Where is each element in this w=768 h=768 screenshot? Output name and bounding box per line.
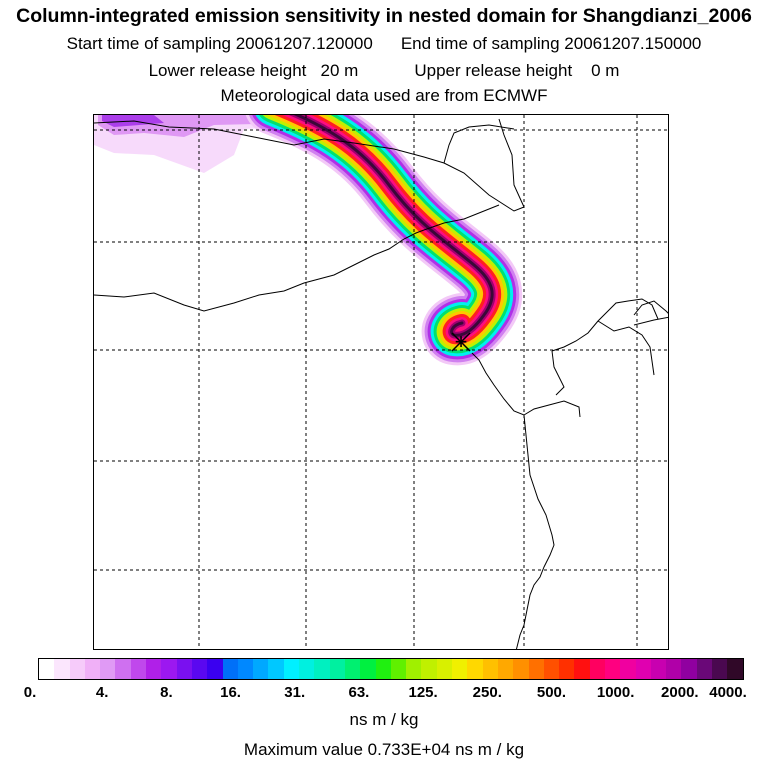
province-boundary (94, 229, 425, 312)
coastline (515, 414, 555, 649)
coastline (551, 350, 565, 396)
colorbar-swatch (390, 659, 407, 679)
colorbar-tick-label: 4. (95, 684, 109, 701)
coastline (633, 316, 668, 326)
colorbar-swatch (528, 659, 544, 679)
met-data-source: Meteorological data used are from ECMWF (220, 86, 548, 105)
colorbar-tick-label: 31. (284, 684, 306, 701)
colorbar-swatch (375, 659, 391, 679)
colorbar-swatch (604, 659, 621, 679)
colorbar-tick-label: 500. (536, 684, 567, 701)
colorbar-tick-label: 250. (472, 684, 502, 701)
colorbar-swatch (727, 659, 743, 679)
colorbar-swatch (69, 659, 85, 679)
province-boundary (443, 124, 515, 164)
colorbar-swatch (712, 659, 728, 679)
end-time: End time of sampling 20061207.150000 (400, 34, 702, 53)
maximum-value: Maximum value 0.733E+04 ns m / kg (243, 740, 525, 759)
colorbar-swatch (436, 659, 453, 679)
colorbar-swatch (681, 659, 697, 679)
graticule (94, 115, 668, 649)
colorbar-swatch (589, 659, 605, 679)
start-time: Start time of sampling 20061207.120000 (66, 34, 373, 53)
colorbar-swatch (696, 659, 713, 679)
colorbar-swatch (666, 659, 682, 679)
colorbar-swatch (543, 659, 560, 679)
colorbar-swatch (146, 659, 162, 679)
colorbar-swatch (574, 659, 590, 679)
province-boundary (94, 120, 525, 212)
colorbar-swatch (176, 659, 192, 679)
plume-band-group (245, 115, 523, 366)
colorbar-swatch (100, 659, 116, 679)
colorbar-swatch (283, 659, 300, 679)
upper-release-height: Upper release height 0 m (414, 61, 620, 80)
colorbar-swatch (130, 659, 147, 679)
colorbar-swatch (222, 659, 238, 679)
plume-layer (94, 115, 523, 366)
release-heights: Lower release height 20 m Upper release h… (0, 61, 768, 81)
colorbar-swatch (115, 659, 131, 679)
colorbar-swatch (344, 659, 361, 679)
colorbar (38, 658, 744, 680)
colorbar-swatch (314, 659, 330, 679)
colorbar-tick-label: 2000. (661, 684, 699, 701)
coastline (633, 300, 668, 316)
colorbar-tick-label: 1000. (596, 684, 635, 701)
colorbar-unit: ns m / kg (349, 710, 419, 729)
colorbar-swatch (268, 659, 284, 679)
receptor-site: + (451, 329, 471, 354)
colorbar-swatch (482, 659, 498, 679)
colorbar-tick-label: 0. (23, 684, 37, 701)
map-panel[interactable]: + (93, 114, 669, 650)
colorbar-swatch (467, 659, 483, 679)
colorbar-tick-labels: 0. 4. 8. 16. 31. 63. 125. 250. 500. 1000. 2000. 400… (0, 684, 768, 706)
receptor-cross (451, 332, 471, 352)
colorbar-swatch (452, 659, 468, 679)
colorbar-swatch (237, 659, 254, 679)
colorbar-tick-label: 4000. (709, 684, 747, 701)
coastline (597, 320, 655, 376)
colorbar-swatch (39, 659, 55, 679)
colorbar-swatch (513, 659, 529, 679)
receptor-marker: + (455, 329, 468, 354)
colorbar-swatch (191, 659, 208, 679)
sampling-times: Start time of sampling 20061207.120000 En… (0, 34, 768, 54)
colorbar-swatch (54, 659, 70, 679)
colorbar-swatch (360, 659, 376, 679)
colorbar-swatch (253, 659, 269, 679)
colorbar-swatch (329, 659, 345, 679)
colorbar-swatch (650, 659, 667, 679)
coastline (551, 298, 659, 352)
colorbar-tick-label: 125. (408, 684, 438, 701)
colorbar-swatch (559, 659, 575, 679)
boundaries (94, 118, 668, 649)
colorbar-swatch (207, 659, 223, 679)
colorbar-tick-label: 16. (220, 684, 241, 701)
map-title: Column-integrated emission sensitivity i… (16, 5, 752, 27)
colorbar-swatch (635, 659, 651, 679)
colorbar-tick-label: 63. (348, 684, 370, 701)
lower-release-height: Lower release height 20 m (148, 61, 359, 80)
colorbar-swatch (161, 659, 177, 679)
coastline (471, 352, 581, 418)
province-boundary (423, 204, 500, 231)
colorbar-swatch (299, 659, 315, 679)
province-boundary (498, 118, 525, 208)
colorbar-swatch (497, 659, 514, 679)
colorbar-swatch (620, 659, 636, 679)
colorbar-swatch (84, 659, 101, 679)
colorbar-swatch (406, 659, 422, 679)
colorbar-tick-label: 8. (160, 684, 173, 701)
colorbar-swatch (421, 659, 437, 679)
map-canvas: + (94, 115, 668, 649)
